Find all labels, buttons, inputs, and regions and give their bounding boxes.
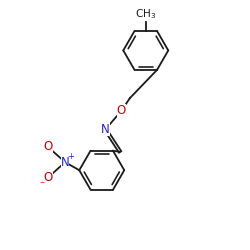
Text: +: + [67, 152, 74, 161]
Text: CH$_3$: CH$_3$ [135, 7, 156, 21]
Text: N: N [61, 156, 70, 169]
Text: O: O [44, 140, 53, 153]
Text: N: N [101, 123, 110, 136]
Text: O: O [44, 171, 53, 184]
Text: O: O [117, 104, 126, 117]
Text: $^{-}$: $^{-}$ [39, 178, 46, 188]
